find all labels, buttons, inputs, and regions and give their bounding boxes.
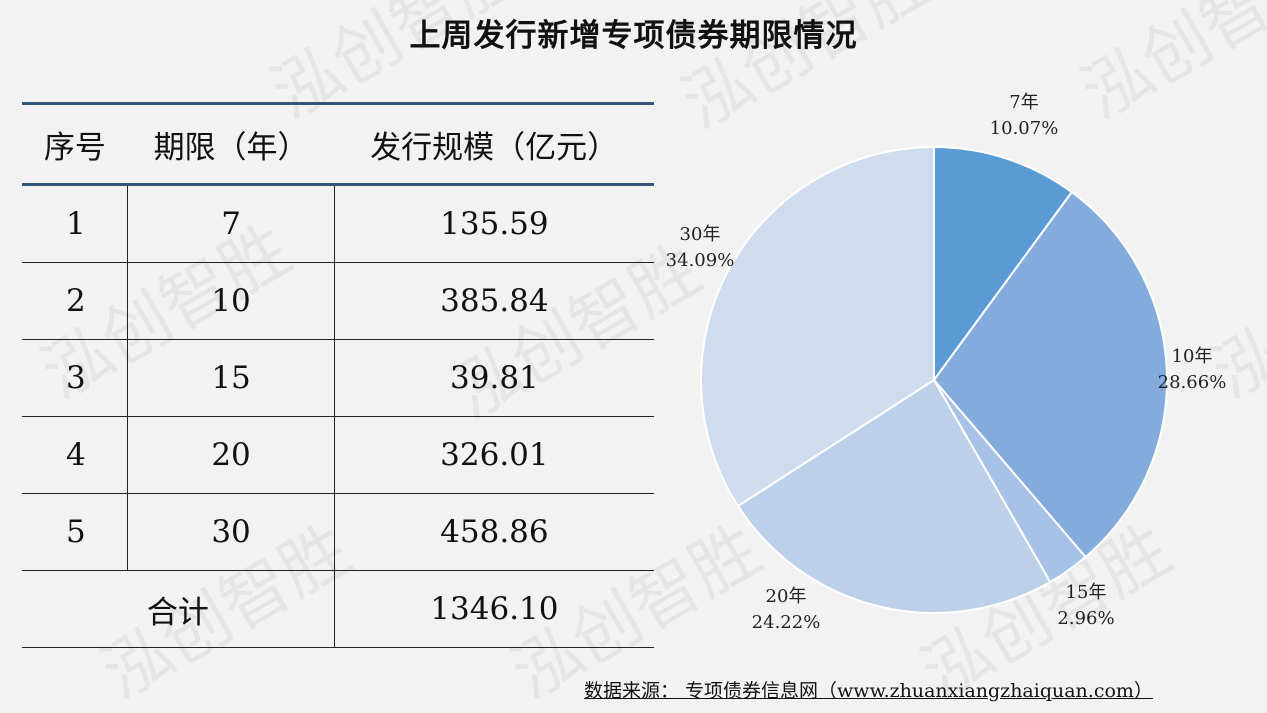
table-row: 4 20 326.01 bbox=[22, 416, 654, 494]
pie-slice-10年 bbox=[932, 190, 1168, 559]
table-header-row: 序号 期限（年） 发行规模（亿元） bbox=[22, 102, 654, 186]
cell-amount: 458.86 bbox=[334, 493, 654, 571]
cell-amount: 326.01 bbox=[334, 416, 654, 494]
total-value: 1346.10 bbox=[334, 570, 654, 648]
pie-category-label: 7年 bbox=[1009, 92, 1038, 113]
pie-chart: 7年 10.07% 10年 28.66% 15年 2.96% 20年 24.22% 30年 34.… bbox=[666, 92, 1227, 633]
header-amount: 发行规模（亿元） bbox=[334, 102, 654, 186]
table-row: 2 10 385.84 bbox=[22, 262, 654, 340]
cell-no: 2 bbox=[22, 262, 129, 340]
header-term: 期限（年） bbox=[127, 102, 335, 186]
pie-slice-7年 bbox=[933, 145, 1074, 384]
cell-term: 10 bbox=[127, 262, 335, 340]
pie-slice-30年 bbox=[700, 145, 935, 508]
cell-amount: 135.59 bbox=[334, 184, 654, 263]
pie-category-label: 15年 bbox=[1066, 582, 1107, 603]
pie-value-label: 34.09% bbox=[666, 250, 735, 271]
pie-value-label: 10.07% bbox=[990, 118, 1059, 139]
data-table: 序号 期限（年） 发行规模（亿元） 1 7 135.59 2 10 385.84… bbox=[22, 102, 654, 648]
cell-term: 15 bbox=[127, 339, 335, 417]
header-no: 序号 bbox=[22, 102, 128, 186]
cell-term: 30 bbox=[127, 493, 335, 571]
pie-value-label: 28.66% bbox=[1158, 372, 1227, 393]
cell-no: 5 bbox=[22, 493, 129, 571]
pie-value-label: 2.96% bbox=[1057, 608, 1114, 629]
cell-no: 1 bbox=[22, 184, 129, 263]
cell-term: 20 bbox=[127, 416, 335, 494]
pie-category-label: 30年 bbox=[680, 224, 721, 245]
pie-category-label: 10年 bbox=[1172, 346, 1213, 367]
table-row: 3 15 39.81 bbox=[22, 339, 654, 417]
cell-no: 3 bbox=[22, 339, 129, 417]
pie-slice-20年 bbox=[736, 378, 1052, 614]
cell-no: 4 bbox=[22, 416, 129, 494]
data-source: 数据来源： 专项债券信息网（www.zhuanxiangzhaiquan.com… bbox=[584, 680, 1153, 702]
bond-table: 序号 期限（年） 发行规模（亿元） 1 7 135.59 2 10 385.84… bbox=[22, 102, 654, 648]
pie-category-label: 20年 bbox=[766, 586, 807, 607]
cell-amount: 385.84 bbox=[334, 262, 654, 340]
table-total-row: 合计 1346.10 bbox=[22, 570, 654, 648]
total-label: 合计 bbox=[22, 570, 335, 648]
cell-term: 7 bbox=[127, 184, 335, 263]
table-row: 5 30 458.86 bbox=[22, 493, 654, 571]
page-title: 上周发行新增专项债券期限情况 bbox=[409, 18, 858, 54]
pie-value-label: 24.22% bbox=[752, 612, 821, 633]
cell-amount: 39.81 bbox=[334, 339, 654, 417]
table-row: 1 7 135.59 bbox=[22, 184, 654, 263]
